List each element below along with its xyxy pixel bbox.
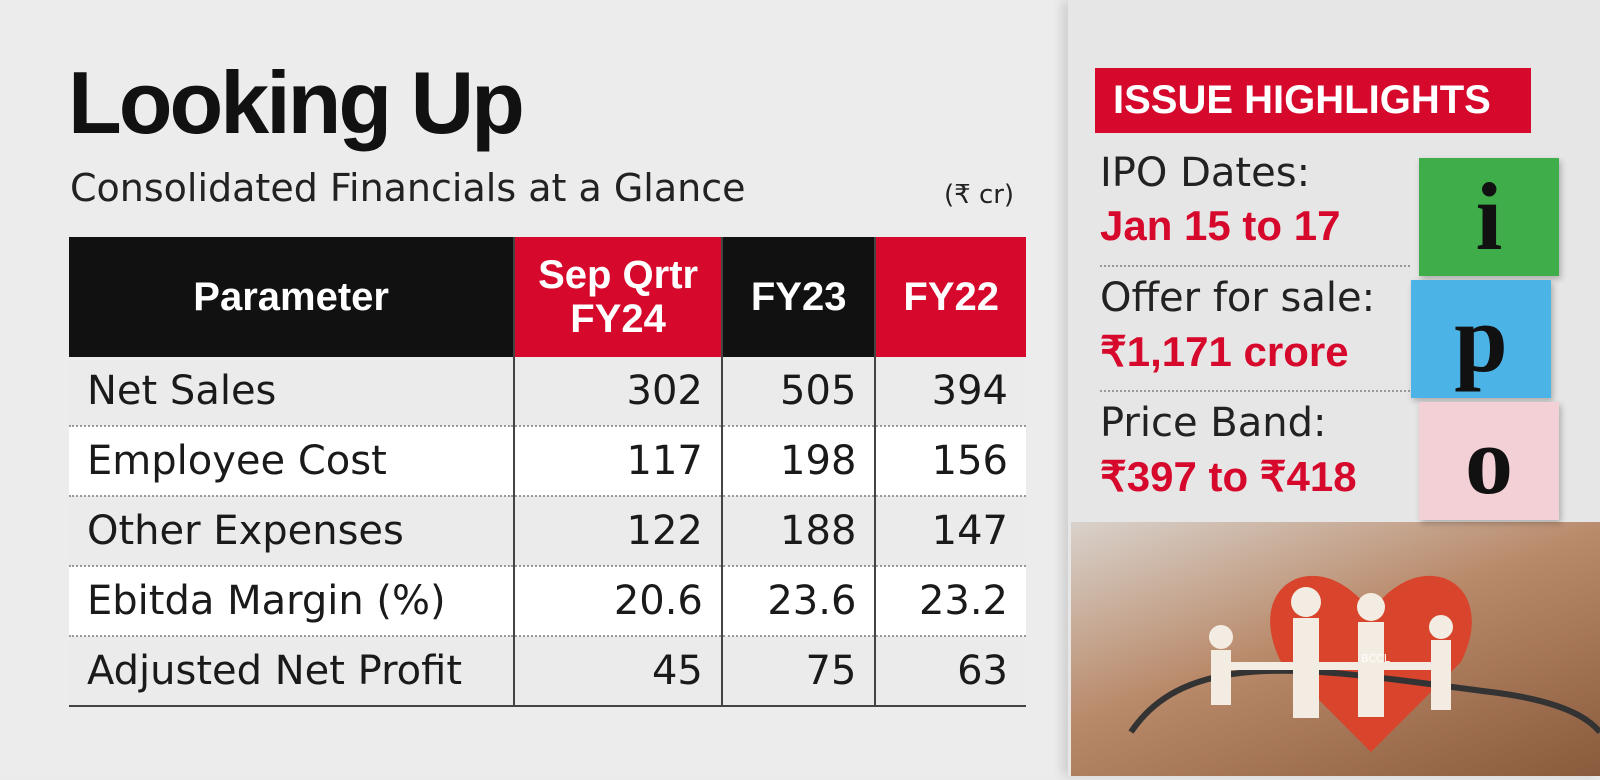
cell-value: 20.6: [513, 566, 722, 637]
cell-value: 45: [513, 636, 722, 707]
header-row: Parameter Sep Qrtr FY24 FY23 FY22: [69, 237, 1026, 357]
item-label: Offer for sale:: [1100, 275, 1376, 321]
table-row: Other Expenses 122 188 147: [69, 496, 1026, 567]
row-label: Net Sales: [69, 357, 515, 427]
ipo-block: p: [1411, 280, 1551, 398]
row-label: Ebitda Margin (%): [69, 566, 515, 637]
item-value: Jan 15 to 17: [1100, 202, 1341, 249]
row-label: Other Expenses: [69, 496, 515, 567]
cell-value: 23.6: [720, 566, 876, 637]
left-panel: Looking Up Consolidated Financials at a …: [68, 53, 1026, 707]
cell-value: 117: [513, 426, 722, 497]
table-row: Ebitda Margin (%) 20.6 23.6 23.2: [69, 566, 1026, 637]
cell-value: 394: [874, 357, 1026, 427]
item-label: IPO Dates:: [1100, 150, 1311, 196]
cell-value: 198: [720, 426, 876, 497]
item-value: ₹397 to ₹418: [1100, 453, 1357, 500]
cell-value: 156: [874, 426, 1026, 497]
paper-family: [1209, 587, 1453, 718]
table-body: Net Sales 302 505 394 Employee Cost 117 198 156…: [69, 357, 1026, 707]
title: Looking Up: [68, 53, 525, 152]
separator: [1100, 390, 1410, 392]
photo-art: BCCL: [1128, 575, 1600, 752]
column-header: Parameter: [69, 237, 515, 357]
ipo-block: i: [1419, 158, 1559, 276]
cell-value: 63: [874, 636, 1026, 707]
photo-credit: BCCL: [1361, 652, 1391, 665]
subtitle: Consolidated Financials at a Glance: [70, 166, 746, 210]
cell-value: 122: [513, 496, 722, 567]
column-header: FY22: [874, 237, 1026, 357]
sidebar-heading: ISSUE HIGHLIGHTS: [1095, 68, 1531, 133]
cell-value: 302: [513, 357, 722, 427]
item-label: Price Band:: [1100, 400, 1327, 446]
cell-value: 147: [874, 496, 1026, 567]
item-value: ₹1,171 crore: [1100, 328, 1349, 375]
row-label: Adjusted Net Profit: [69, 636, 515, 707]
table-row: Net Sales 302 505 394: [69, 357, 1026, 427]
cell-value: 75: [720, 636, 876, 707]
column-header: FY23: [720, 237, 876, 357]
cell-value: 188: [720, 496, 876, 567]
column-header: Sep Qrtr FY24: [513, 237, 722, 357]
table-row: Employee Cost 117 198 156: [69, 426, 1026, 497]
unit: (₹ cr): [944, 180, 1015, 210]
stethoscope: [1128, 667, 1600, 735]
ipo-block: o: [1419, 402, 1559, 520]
table-row: Adjusted Net Profit 45 75 63: [69, 636, 1026, 707]
row-label: Employee Cost: [69, 426, 515, 497]
cell-value: 505: [720, 357, 876, 427]
financials-table: Parameter Sep Qrtr FY24 FY23 FY22 Net Sales…: [69, 237, 1026, 707]
photo: BCCL: [1071, 522, 1600, 776]
cell-value: 23.2: [874, 566, 1026, 637]
separator: [1100, 265, 1410, 267]
